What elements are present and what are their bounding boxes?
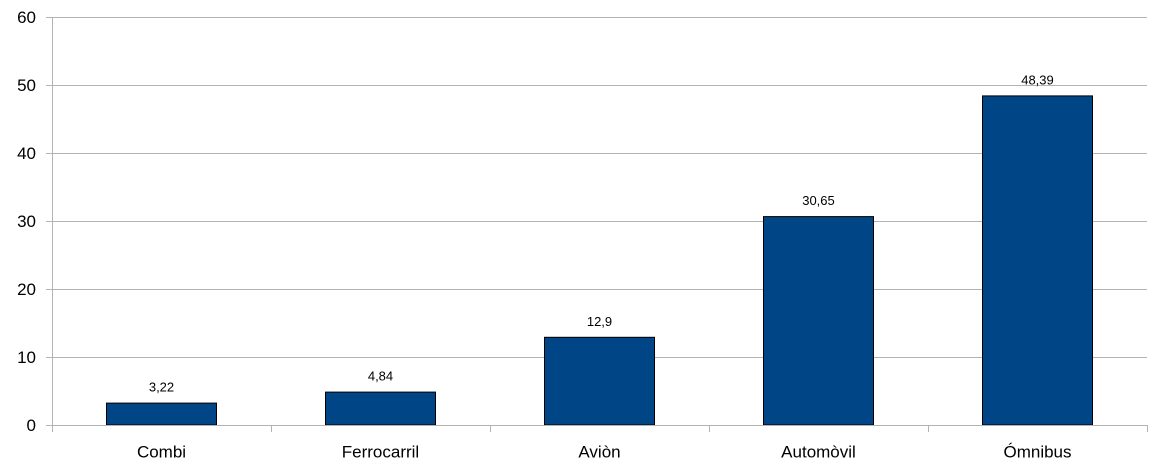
bar-combi [106,402,217,426]
data-label: 4,84 [368,369,393,384]
bar-ómnibus [982,95,1093,426]
y-tick-label: 10 [17,348,36,367]
x-tick-label: Ferrocarril [342,443,419,462]
axes [46,17,1148,432]
x-tick-label: Automòvil [781,443,856,462]
y-tick-label: 50 [17,76,36,95]
y-tick-label: 20 [17,280,36,299]
x-tick-label: Ómnibus [1003,443,1071,462]
gridlines [52,17,1147,426]
data-label: 30,65 [802,193,835,208]
y-tick-label: 0 [27,416,36,435]
y-tick-label: 60 [17,8,36,27]
y-tick-labels: 0 10 20 30 40 50 60 [17,8,36,435]
data-labels: 3,22 4,84 12,9 30,65 48,39 [149,72,1054,394]
x-tick-label: Combi [137,443,186,462]
y-tick-label: 30 [17,212,36,231]
data-label: 48,39 [1021,72,1054,87]
x-tick-labels: Combi Ferrocarril Aviòn Automòvil Ómnibus [137,443,1072,462]
bars [106,95,1093,426]
bar-ferrocarril [325,391,436,426]
data-label: 12,9 [587,314,612,329]
bar-aviòn [544,336,655,426]
bar-automòvil [763,216,874,426]
y-tick-label: 40 [17,144,36,163]
x-tick-label: Aviòn [578,443,620,462]
data-label: 3,22 [149,380,174,395]
